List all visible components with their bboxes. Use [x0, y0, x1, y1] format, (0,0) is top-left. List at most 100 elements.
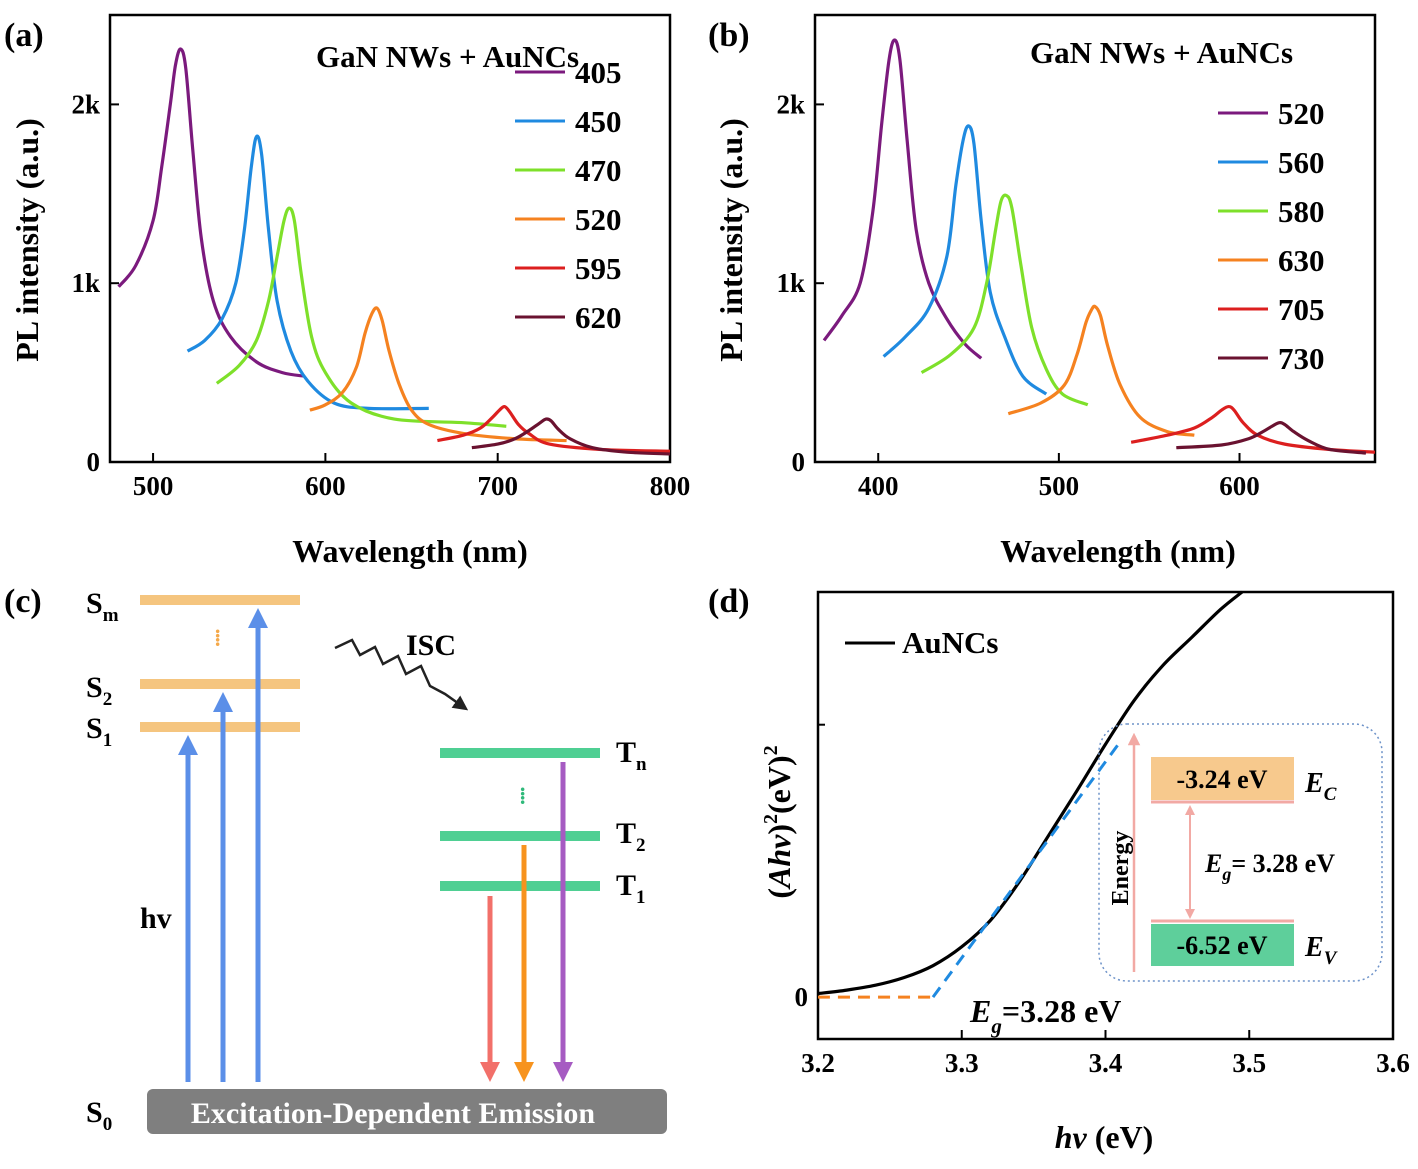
legend-label: 595 [575, 251, 622, 286]
x-tick-label: 3.3 [945, 1048, 979, 1078]
series-line-520 [309, 306, 567, 443]
panel-d-series [817, 590, 1244, 999]
panel-d-ylabel: (Ahv)2(eV)2 [760, 745, 797, 898]
x-tick-label: 3.4 [1089, 1048, 1123, 1078]
y-tick-label: 0 [795, 982, 809, 1012]
conduction-band-box [1151, 757, 1294, 800]
legend-title: GaN NWs + AuNCs [1030, 35, 1293, 70]
x-tick-label: 400 [858, 471, 899, 501]
isc-arrow [334, 638, 469, 711]
panel-c-diagram: (c) ⁞ Sm S2 S1 S0 hv ISC ⁞ Tn T2 T1 Exci… [4, 583, 667, 1135]
panel-b-legend: GaN NWs + AuNCs 520 560 580 630 705 730 [1030, 35, 1325, 376]
panel-a-frame [108, 13, 672, 464]
ground-bar-label: Excitation-Dependent Emission [191, 1097, 596, 1130]
x-tick-label: 700 [477, 471, 518, 501]
panel-a-series [117, 47, 671, 456]
level-label-tn: Tn [616, 736, 647, 775]
panel-a: (a) 500 600 700 800 0 1k 2k GaN NWs + AuNCs405… [4, 13, 690, 569]
x-tick-label: 3.6 [1376, 1048, 1410, 1078]
legend-label: 520 [1278, 96, 1325, 131]
band-diagram-inset: Energy -3.24 eV EC Eg= 3.28 eV -6.52 eV … [1098, 723, 1383, 982]
triplet-level-t2 [440, 831, 600, 841]
panel-b-ticks: 400 500 600 0 1k 2k [776, 89, 1259, 501]
panel-b: (b) 400 500 600 0 1k 2k GaN NWs + AuNCs 520 560… [708, 13, 1377, 569]
legend-label: 730 [1278, 341, 1325, 376]
legend-label: 405 [575, 55, 622, 90]
series-line-405 [117, 47, 305, 378]
valence-band-box [1151, 924, 1294, 966]
level-label-sm: Sm [86, 587, 119, 626]
series-line-730 [1176, 420, 1367, 455]
level-label-t1: T1 [616, 869, 646, 908]
x-tick-label: 600 [1219, 471, 1260, 501]
x-tick-label: 600 [305, 471, 346, 501]
x-tick-label: 500 [1039, 471, 1080, 501]
ev-value: -6.52 eV [1177, 931, 1268, 960]
singlet-ellipsis: ⁞ [214, 625, 221, 650]
triplet-level-tn [440, 748, 600, 758]
singlet-level-s1 [140, 722, 300, 732]
legend-label: 560 [1278, 145, 1325, 180]
x-tick-label: 500 [133, 471, 174, 501]
panel-b-series [822, 38, 1376, 455]
panel-d-legend-label: AuNCs [902, 625, 998, 660]
energy-axis-label: Energy [1108, 831, 1134, 906]
panel-a-letter: (a) [4, 17, 44, 54]
ec-label: EC [1304, 768, 1337, 805]
series-line-705 [1130, 404, 1376, 454]
y-tick-label: 1k [776, 268, 805, 298]
triplet-level-t1 [440, 881, 600, 891]
series-line-630 [1007, 304, 1195, 437]
bandgap-label: Eg= 3.28 eV [1204, 849, 1335, 884]
eg-annotation: Eg=3.28 eV [969, 993, 1121, 1038]
panel-d-ticks: 3.2 3.3 3.4 3.5 3.6 0 [795, 723, 1410, 1078]
series-line-450 [186, 134, 429, 411]
legend-title: GaN NWs + AuNCs [316, 39, 579, 74]
series-line-linear-fit [931, 741, 1122, 998]
series-line-470 [215, 206, 507, 428]
panel-b-ylabel: PL intensity (a.u.) [713, 118, 749, 362]
panel-d-letter: (d) [708, 583, 750, 620]
series-line-620 [471, 417, 671, 456]
x-tick-label: 3.2 [801, 1048, 835, 1078]
panel-a-ticks: 500 600 700 800 0 1k 2k [71, 89, 690, 501]
series-line-560 [882, 124, 1048, 396]
singlet-level-sm [140, 595, 300, 605]
series-line-580 [920, 193, 1089, 407]
level-label-s1: S1 [86, 712, 112, 751]
singlet-level-s2 [140, 679, 300, 689]
level-label-s2: S2 [86, 671, 112, 710]
x-tick-label: 800 [650, 471, 691, 501]
legend-label: 450 [575, 104, 622, 139]
ground-state-bar [147, 1089, 667, 1134]
y-tick-label: 1k [71, 268, 100, 298]
legend-label: 520 [575, 202, 622, 237]
y-tick-label: 0 [87, 447, 101, 477]
panel-d: (d) 3.2 3.3 3.4 3.5 3.6 0 AuNCs Eg=3.28 eV hv… [708, 583, 1410, 1155]
series-line-520 [822, 38, 983, 360]
y-tick-label: 2k [776, 89, 805, 119]
level-label-t2: T2 [616, 817, 646, 856]
level-label-s0: S0 [86, 1096, 112, 1135]
triplet-ellipsis: ⁞ [519, 783, 526, 808]
panel-b-letter: (b) [708, 17, 750, 54]
panel-b-frame [813, 13, 1377, 464]
panel-b-xlabel: Wavelength (nm) [1000, 533, 1236, 569]
x-tick-label: 3.5 [1232, 1048, 1266, 1078]
panel-a-xlabel: Wavelength (nm) [292, 533, 528, 569]
y-tick-label: 2k [71, 89, 100, 119]
ec-value: -3.24 eV [1177, 765, 1268, 794]
hv-label: hv [140, 902, 172, 935]
legend-label: 620 [575, 300, 622, 335]
legend-label: 630 [1278, 243, 1325, 278]
panel-c-letter: (c) [4, 583, 42, 620]
legend-label: 470 [575, 153, 622, 188]
panel-a-ylabel: PL intensity (a.u.) [9, 118, 45, 362]
panel-d-xlabel: hv (eV) [1055, 1119, 1154, 1155]
series-line-595 [437, 404, 671, 453]
legend-label: 705 [1278, 292, 1325, 327]
isc-label: ISC [406, 629, 456, 662]
ev-label: EV [1304, 932, 1338, 969]
